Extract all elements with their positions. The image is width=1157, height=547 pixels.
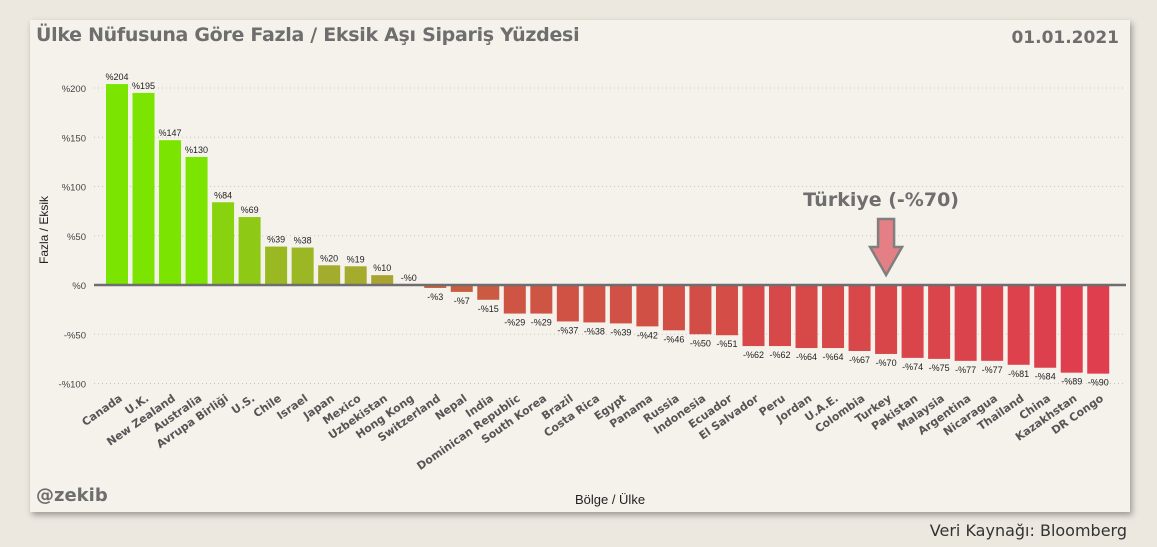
chart-title: Ülke Nüfusuna Göre Fazla / Eksik Aşı Sip…	[36, 24, 580, 46]
y-tick-label: %0	[72, 281, 86, 292]
bar	[875, 285, 898, 354]
data-label: %39	[267, 235, 285, 245]
y-tick-label: %50	[67, 232, 86, 243]
data-label: %20	[320, 253, 338, 263]
x-tick-label: Canada	[80, 392, 125, 429]
y-tick-label: -%50	[64, 330, 86, 341]
bar	[318, 265, 341, 285]
bar	[769, 285, 791, 347]
data-label: -%46	[663, 334, 684, 344]
bar	[106, 84, 128, 285]
y-tick-label: -%100	[59, 380, 86, 391]
data-label: %38	[294, 236, 312, 246]
bar	[795, 285, 818, 349]
data-label: -%74	[902, 362, 923, 372]
data-label: %195	[132, 81, 155, 91]
data-label: -%64	[823, 352, 844, 362]
data-label: -%15	[478, 304, 499, 314]
bar	[1007, 285, 1030, 365]
bar	[662, 285, 685, 331]
bar	[132, 92, 155, 285]
data-label: -%81	[1008, 369, 1029, 379]
bar	[291, 247, 314, 285]
bar	[609, 285, 632, 324]
data-label: -%89	[1061, 377, 1082, 387]
bar	[556, 285, 579, 322]
bar	[159, 140, 182, 285]
bar	[477, 285, 500, 300]
bar	[503, 285, 526, 314]
data-label: -%90	[1088, 378, 1109, 388]
turkey-arrow-icon	[867, 217, 905, 278]
bar	[450, 285, 473, 292]
data-label: %130	[185, 145, 208, 155]
bar	[636, 285, 659, 327]
data-label: -%67	[849, 355, 870, 365]
data-label: -%29	[504, 318, 525, 328]
bar	[344, 266, 367, 285]
bar	[715, 285, 738, 336]
bar	[530, 285, 553, 314]
bar	[689, 285, 712, 335]
chart-date: 01.01.2021	[1011, 28, 1119, 48]
data-label: -%77	[982, 365, 1003, 375]
bar	[822, 285, 845, 349]
data-label: %10	[373, 263, 391, 273]
y-tick-label: %200	[62, 84, 86, 95]
data-source: Veri Kaynağı: Bloomberg	[929, 521, 1127, 540]
bar	[185, 156, 208, 285]
x-axis-label: Bölge / Ülke	[575, 492, 645, 507]
data-label: -%84	[1035, 372, 1056, 382]
bar	[1060, 285, 1083, 373]
data-label: -%51	[716, 339, 737, 349]
data-label: -%62	[743, 350, 764, 360]
data-label: -%50	[690, 338, 711, 348]
data-label: -%75	[929, 363, 950, 373]
bar	[742, 285, 765, 347]
bar	[1087, 285, 1110, 374]
data-label: -%3	[427, 292, 443, 302]
bar	[212, 202, 235, 285]
data-label: -%37	[557, 325, 578, 335]
bar	[238, 217, 261, 285]
data-label: -%29	[531, 318, 552, 328]
bar	[424, 285, 447, 288]
data-label: -%77	[955, 365, 976, 375]
author-handle: @zekib	[36, 485, 108, 506]
data-label: -%62	[769, 350, 790, 360]
data-label: -%64	[796, 352, 817, 362]
bar	[928, 285, 951, 359]
bar	[848, 285, 871, 351]
data-label: %69	[241, 205, 259, 215]
bar	[981, 285, 1004, 361]
bar	[954, 285, 977, 361]
bar	[901, 285, 924, 358]
data-label: -%0	[401, 273, 417, 283]
y-tick-label: %100	[62, 183, 86, 194]
bar	[1034, 285, 1057, 368]
data-label: -%70	[876, 358, 897, 368]
data-label: %84	[214, 190, 232, 200]
data-label: -%7	[454, 296, 470, 306]
data-label: %204	[105, 72, 128, 82]
data-label: -%42	[637, 330, 658, 340]
y-axis-label: Fazla / Eksik	[37, 195, 51, 264]
bar	[371, 275, 394, 285]
bar	[583, 285, 606, 323]
data-label: %147	[159, 128, 182, 138]
data-label: %19	[347, 254, 365, 264]
data-label: -%39	[610, 327, 631, 337]
y-tick-label: %150	[62, 133, 86, 144]
bar	[265, 246, 288, 285]
data-label: -%38	[584, 326, 605, 336]
turkey-annotation: Türkiye (-%70)	[803, 189, 959, 211]
